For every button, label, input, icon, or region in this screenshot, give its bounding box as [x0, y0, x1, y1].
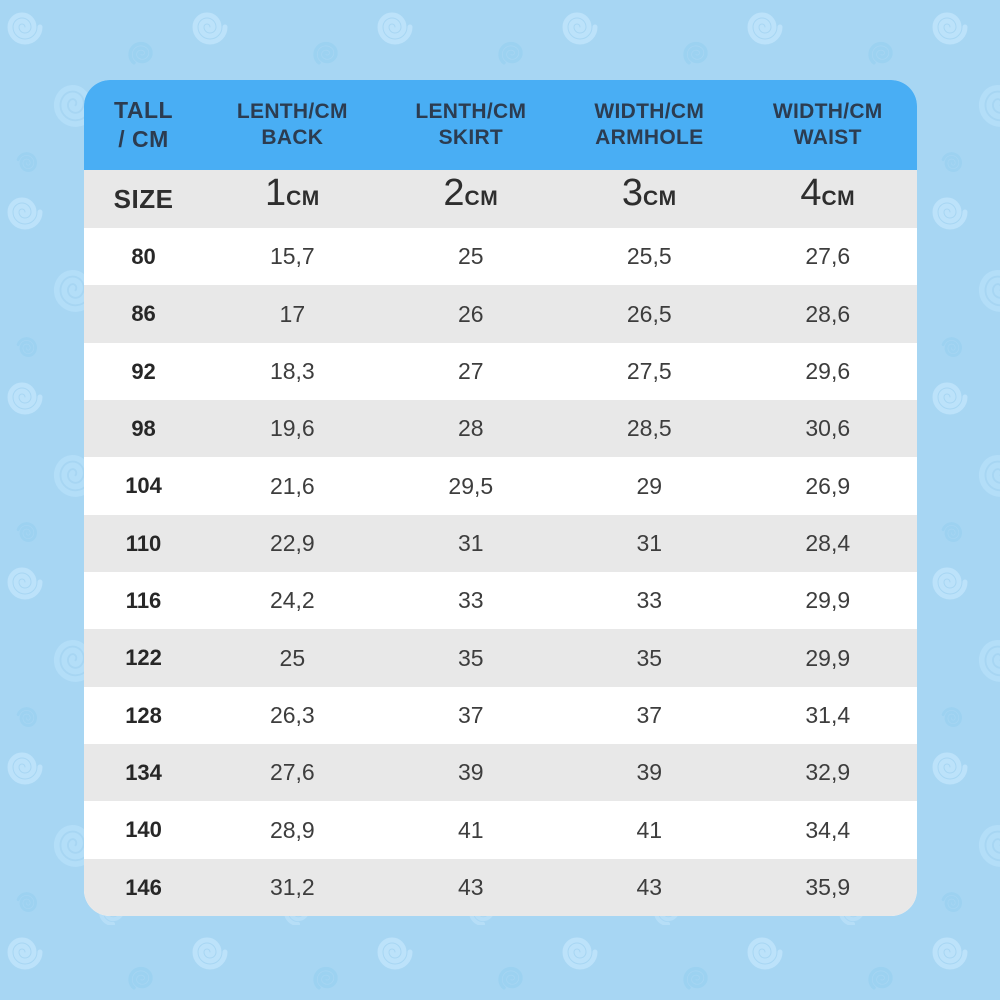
value-cell: 27,6: [805, 243, 851, 270]
value-cell: 34,4: [805, 816, 851, 843]
table-row: 110 22,9 31 31 28,4: [84, 514, 917, 572]
size-label-cell: SIZE: [113, 183, 174, 214]
value-cell: 31: [636, 529, 663, 556]
unit-cell-3: 3 CM: [621, 172, 677, 214]
value-cell: 33: [458, 587, 484, 614]
value-cell: 19,6: [269, 415, 315, 442]
value-cell: 43: [636, 873, 663, 900]
header-col-line2: BACK: [261, 126, 324, 149]
table-row: 86 17 26 26,5 28,6: [84, 285, 917, 343]
value-cell: 26,3: [269, 701, 315, 728]
size-cell: 122: [125, 645, 162, 671]
size-units-row: SIZE 1 CM 2 CM 3 CM 4 CM: [84, 170, 917, 228]
value-cell: 26: [458, 300, 484, 327]
header-col-line2: SKIRT: [438, 126, 504, 149]
value-cell: 39: [636, 759, 663, 786]
value-cell: 29,6: [805, 357, 851, 384]
size-cell: 98: [131, 415, 156, 441]
value-cell: 28,9: [269, 816, 315, 843]
value-cell: 21,6: [269, 472, 315, 499]
value-cell: 26,5: [626, 300, 672, 327]
size-cell: 92: [131, 358, 156, 384]
header-tall-cm: TALL / CM: [84, 80, 203, 170]
value-cell: 22,9: [269, 529, 315, 556]
value-cell: 24,2: [269, 587, 315, 614]
table-row: 104 21,6 29,5 29 26,9: [84, 457, 917, 515]
header-col-line2: WAIST: [793, 126, 862, 149]
value-cell: 33: [636, 587, 663, 614]
value-cell: 37: [636, 701, 663, 728]
table-row: 116 24,2 33 33 29,9: [84, 571, 917, 630]
table-row: 128 26,3 37 37 31,4: [84, 686, 917, 744]
value-cell: 25: [458, 243, 484, 270]
size-cell: 110: [125, 530, 162, 556]
value-cell: 35: [636, 644, 663, 671]
size-cell: 116: [125, 587, 162, 613]
value-cell: 35,9: [805, 873, 851, 900]
size-cell: 134: [125, 759, 162, 785]
size-cell: 146: [125, 874, 162, 900]
value-cell: 29: [636, 472, 663, 499]
value-cell: 37: [458, 701, 484, 728]
table-row: 122 25 35 35 29,9: [84, 629, 917, 687]
value-cell: 31,4: [805, 701, 851, 728]
header-lenth-back: LENTH/CM BACK: [203, 80, 381, 170]
value-cell: 29,9: [805, 587, 851, 614]
header-col-line1: WIDTH/CM: [772, 99, 883, 123]
size-cell: 104: [125, 473, 162, 499]
value-cell: 41: [458, 816, 484, 843]
table-row: 92 18,3 27 27,5 29,6: [84, 342, 917, 400]
value-cell: 25: [279, 644, 306, 671]
value-cell: 41: [636, 816, 663, 843]
table-row: 140 28,9 41 41 34,4: [84, 801, 917, 859]
header-width-waist: WIDTH/CM WAIST: [739, 80, 917, 170]
value-cell: 29,5: [448, 472, 494, 499]
value-cell: 28,4: [805, 529, 851, 556]
value-cell: 30,6: [805, 415, 851, 442]
header-tall-line2: / CM: [118, 126, 169, 152]
size-chart-table: TALL / CM LENTH/CM BACK LENTH/CM SKIRT W…: [84, 80, 917, 916]
header-col-line1: LENTH/CM: [236, 99, 348, 123]
table-header-row: TALL / CM LENTH/CM BACK LENTH/CM SKIRT W…: [84, 80, 917, 170]
value-cell: 26,9: [805, 472, 851, 499]
header-col-line1: LENTH/CM: [415, 99, 527, 123]
header-col-line2: ARMHOLE: [595, 126, 704, 149]
value-cell: 15,7: [269, 243, 315, 270]
table-row: 146 31,2 43 43 35,9: [84, 858, 917, 916]
value-cell: 25,5: [626, 243, 672, 270]
value-cell: 31,2: [269, 873, 315, 900]
header-width-armhole: WIDTH/CM ARMHOLE: [560, 80, 738, 170]
header-tall-line1: TALL: [114, 97, 174, 124]
unit-cell-1: 1 CM: [264, 172, 320, 214]
unit-cell-4: 4 CM: [800, 172, 856, 214]
table-row: 134 27,6 39 39 32,9: [84, 743, 917, 802]
table-row: 80 15,7 25 25,5 27,6: [84, 228, 917, 286]
value-cell: 28: [458, 415, 484, 442]
size-cell: 86: [131, 301, 156, 327]
size-cell: 140: [125, 817, 162, 843]
value-cell: 27: [458, 357, 484, 384]
header-lenth-skirt: LENTH/CM SKIRT: [382, 80, 560, 170]
value-cell: 27,5: [626, 357, 672, 384]
size-cell: 80: [131, 243, 156, 269]
unit-cell-2: 2 CM: [443, 172, 499, 214]
value-cell: 18,3: [269, 357, 315, 384]
table-row: 98 19,6 28 28,5 30,6: [84, 399, 917, 458]
value-cell: 17: [279, 300, 306, 327]
value-cell: 28,5: [626, 415, 672, 442]
header-col-line1: WIDTH/CM: [594, 99, 705, 123]
value-cell: 31: [458, 529, 484, 556]
value-cell: 29,9: [805, 644, 851, 671]
value-cell: 32,9: [805, 759, 851, 786]
value-cell: 28,6: [805, 300, 851, 327]
value-cell: 35: [458, 644, 484, 671]
value-cell: 43: [458, 873, 484, 900]
value-cell: 39: [458, 759, 484, 786]
value-cell: 27,6: [269, 759, 315, 786]
size-cell: 128: [125, 702, 162, 728]
